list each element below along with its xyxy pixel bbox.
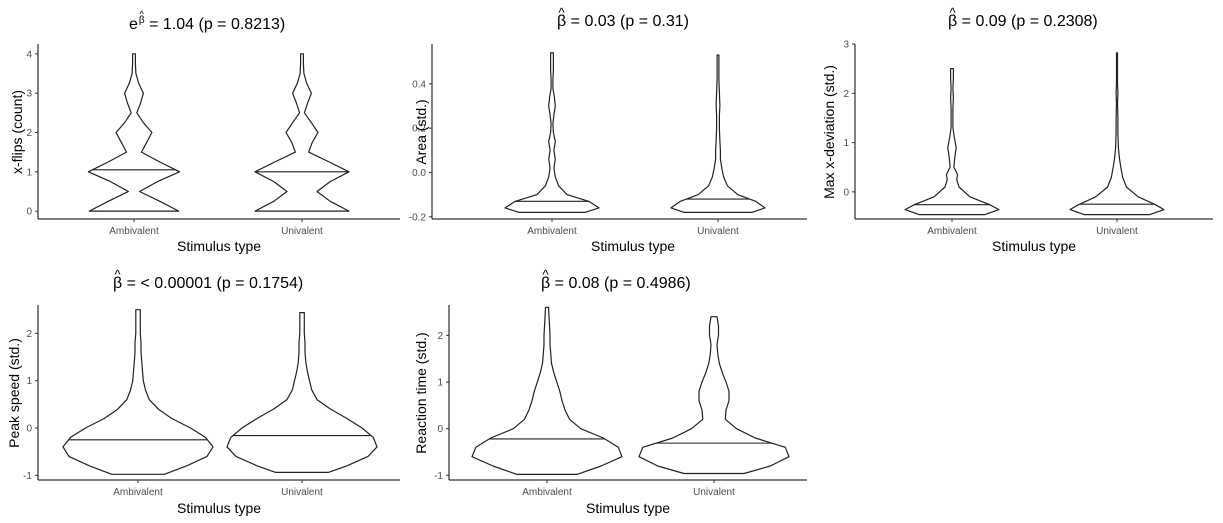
y-tick-label: 3: [843, 40, 849, 51]
y-tick-label: 1: [843, 138, 849, 149]
violin-ambivalent: [87, 53, 181, 212]
beta-hat: β: [557, 14, 566, 30]
panel-title: β = 0.03 (p = 0.31): [557, 14, 689, 30]
panel-title: β = 0.09 (p = 0.2308): [948, 14, 1098, 30]
y-tick-label: 0: [26, 423, 32, 434]
x-axis-label: Stimulus type: [585, 500, 671, 516]
y-tick-label: 0: [437, 424, 443, 435]
y-tick-label: 4: [26, 49, 32, 60]
panel-title: β = 0.08 (p = 0.4986): [541, 276, 691, 292]
violin-univalent: [670, 54, 766, 213]
beta-hat: β: [948, 14, 957, 30]
x-tick-label: Univalent: [697, 226, 739, 237]
y-tick-label: 0: [843, 187, 849, 198]
panel-title: eβ = 1.04 (p = 0.8213): [129, 16, 285, 33]
y-tick-label: 2: [26, 329, 32, 340]
x-tick-label: Univalent: [1096, 226, 1138, 237]
x-tick-label: Univalent: [281, 226, 323, 237]
y-axis-label: Area (std.): [413, 99, 429, 165]
x-tick-label: Ambivalent: [522, 487, 572, 498]
y-tick-label: 1: [26, 376, 32, 387]
y-tick-label: 0.0: [412, 168, 426, 179]
violin-ambivalent: [904, 68, 1000, 216]
violin-univalent: [226, 312, 378, 473]
y-axis-label: Reaction time (std.): [413, 332, 429, 454]
beta-hat: β: [113, 276, 122, 292]
x-axis-label: Stimulus type: [590, 238, 676, 254]
x-tick-label: Ambivalent: [109, 226, 159, 237]
x-tick-label: Ambivalent: [113, 487, 163, 498]
violin-ambivalent: [471, 306, 623, 475]
y-tick-label: -0.2: [409, 212, 427, 223]
y-axis-label: x-flips (count): [9, 89, 25, 175]
y-tick-label: 2: [843, 89, 849, 100]
y-tick-label: 2: [26, 128, 32, 139]
x-tick-label: Univalent: [281, 487, 323, 498]
y-tick-label: -1: [434, 471, 443, 482]
violin-ambivalent: [62, 309, 214, 475]
violin-univalent: [638, 316, 790, 475]
x-axis-label: Stimulus type: [991, 238, 1077, 254]
violin-ambivalent: [504, 52, 600, 213]
y-axis-label: Peak speed (std.): [6, 338, 22, 448]
x-axis-label: Stimulus type: [176, 238, 262, 254]
y-tick-label: 0: [26, 207, 32, 218]
panel-title: β = < 0.00001 (p = 0.1754): [113, 276, 303, 292]
y-tick-label: 1: [26, 167, 32, 178]
violin-univalent: [254, 53, 350, 212]
violin-univalent: [1069, 52, 1165, 216]
x-axis-label: Stimulus type: [176, 500, 262, 516]
y-tick-label: 2: [437, 331, 443, 342]
y-tick-label: -1: [23, 471, 32, 482]
x-tick-label: Ambivalent: [927, 226, 977, 237]
y-tick-label: 1: [437, 378, 443, 389]
x-tick-label: Ambivalent: [527, 226, 577, 237]
y-tick-label: 3: [26, 89, 32, 100]
y-tick-label: 0.4: [412, 79, 426, 90]
beta-hat: β: [541, 276, 550, 292]
y-axis-label: Max x-deviation (std.): [821, 65, 837, 199]
x-tick-label: Univalent: [693, 487, 735, 498]
